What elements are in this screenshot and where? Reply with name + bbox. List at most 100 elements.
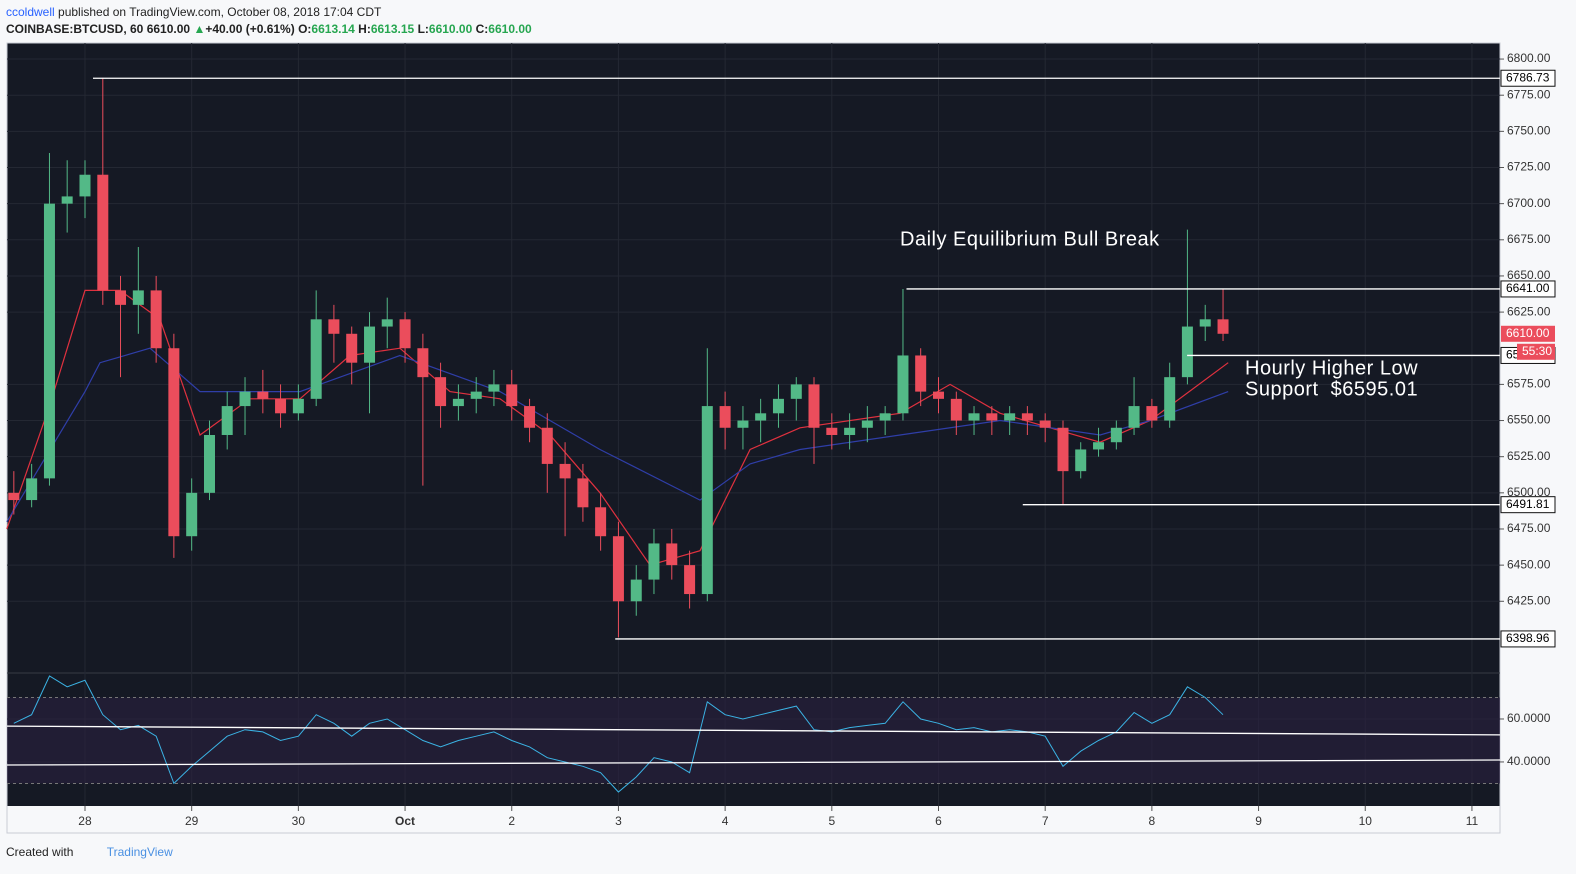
candle-body	[364, 326, 376, 363]
candle-body	[755, 413, 767, 421]
candle-body	[1021, 413, 1033, 421]
l: 6610.00	[428, 22, 473, 36]
level-label: 6786.73	[1506, 70, 1550, 84]
candle-body	[950, 398, 962, 421]
candle-body	[559, 463, 571, 479]
x-tick-label: 28	[78, 814, 92, 828]
moving-average	[6, 347, 1229, 523]
x-tick-label: 11	[1466, 814, 1479, 828]
candle-body	[1217, 319, 1229, 334]
y-tick-label: 6425.00	[1507, 593, 1551, 607]
x-tick-label: 6	[935, 814, 942, 828]
chart: 6786.736641.006595.016491.816398.966610.…	[6, 42, 1556, 834]
y-tick-label: 6550.00	[1507, 413, 1551, 427]
candle-body	[790, 384, 802, 399]
x-tick-label: 4	[722, 814, 729, 828]
level-box	[1500, 496, 1556, 514]
candle-body	[417, 348, 429, 378]
candle-body	[61, 196, 73, 204]
level-label: 6491.81	[1506, 497, 1550, 511]
h-label: H:	[358, 22, 371, 36]
y-tick-label: 6500.00	[1507, 485, 1551, 499]
y-tick-label: 6450.00	[1507, 557, 1551, 571]
x-tick-label: 7	[1042, 814, 1049, 828]
footer: Created with TradingView	[6, 845, 173, 859]
candle-body	[470, 391, 482, 399]
x-tick-label: 2	[508, 814, 515, 828]
candle-body	[292, 398, 304, 414]
candle-body	[43, 203, 55, 479]
candle-body	[1004, 413, 1016, 421]
trend-line	[6, 759, 1501, 766]
brand[interactable]: TradingView	[106, 845, 173, 859]
candle-body	[310, 319, 322, 399]
header-line: ccoldwell published on TradingView.com, …	[6, 4, 532, 21]
x-tick-label: 9	[1255, 814, 1262, 828]
candle-body	[808, 384, 820, 428]
candle-body	[1199, 319, 1211, 327]
candle-body	[968, 413, 980, 421]
candle-body	[435, 377, 447, 407]
candle-body	[275, 398, 287, 414]
candle-body	[772, 398, 784, 414]
candle-body	[915, 355, 927, 392]
candle-body	[1164, 377, 1176, 421]
candle-body	[1039, 420, 1051, 428]
candle-body	[648, 543, 660, 580]
h: 6613.15	[370, 22, 415, 36]
y-tick-label: 6525.00	[1507, 449, 1551, 463]
y-tick-label: 6650.00	[1507, 268, 1551, 282]
level-box	[1500, 630, 1556, 648]
y-tick-label: 6700.00	[1507, 196, 1551, 210]
candle-body	[399, 319, 411, 349]
x-tick-label: 29	[185, 814, 199, 828]
candle-body	[541, 427, 553, 464]
candle-body	[115, 290, 127, 305]
y-tick-label: 6800.00	[1507, 51, 1551, 65]
candle-body	[168, 348, 180, 537]
y-tick-label: 60.0000	[1507, 711, 1551, 725]
rsi-band	[7, 697, 1500, 784]
annotation: Hourly Higher Low	[1245, 357, 1418, 379]
candle-body	[8, 492, 20, 501]
header-line: COINBASE:BTCUSD, 60 6610.00 ▲+40.00 (+0.…	[6, 21, 532, 38]
candle-body	[506, 384, 518, 407]
candle-body	[221, 406, 233, 435]
countdown: 55:30	[1522, 344, 1552, 358]
candle-body	[630, 579, 642, 602]
candle-body	[932, 391, 944, 399]
x-tick-label: 5	[828, 814, 835, 828]
candle-body	[79, 174, 91, 197]
candle-body	[719, 406, 731, 428]
candle-body	[595, 507, 607, 537]
candle-body	[577, 478, 589, 508]
candle-body	[26, 478, 38, 501]
candle-body	[1146, 406, 1158, 421]
last: 6610.00	[146, 22, 191, 36]
level-label: 6398.96	[1506, 631, 1550, 645]
x-tick-label: 3	[615, 814, 622, 828]
change: +40.00 (+0.61%)	[205, 22, 295, 36]
candle-body	[1057, 427, 1069, 472]
c-label: C:	[475, 22, 489, 36]
x-tick-label: 30	[292, 814, 306, 828]
level-box	[1500, 69, 1556, 87]
candle-body	[666, 543, 678, 566]
last-price-box	[1501, 325, 1555, 342]
published: published on TradingView.com, October 08…	[58, 5, 382, 19]
candle-body	[684, 565, 696, 595]
annotation: Daily Equilibrium Bull Break	[900, 228, 1160, 250]
o: 6613.14	[311, 22, 355, 36]
candle-body	[986, 413, 998, 421]
user[interactable]: ccoldwell	[6, 5, 55, 19]
candle-body	[346, 333, 358, 363]
x-tick-label: 8	[1149, 814, 1156, 828]
level-label: 6641.00	[1506, 281, 1550, 295]
y-tick-label: 6775.00	[1507, 87, 1551, 101]
y-tick-label: 6725.00	[1507, 160, 1551, 174]
candle-body	[737, 420, 749, 428]
candle-body	[524, 406, 536, 428]
level-box	[1500, 280, 1556, 298]
candle-body	[1128, 406, 1140, 428]
